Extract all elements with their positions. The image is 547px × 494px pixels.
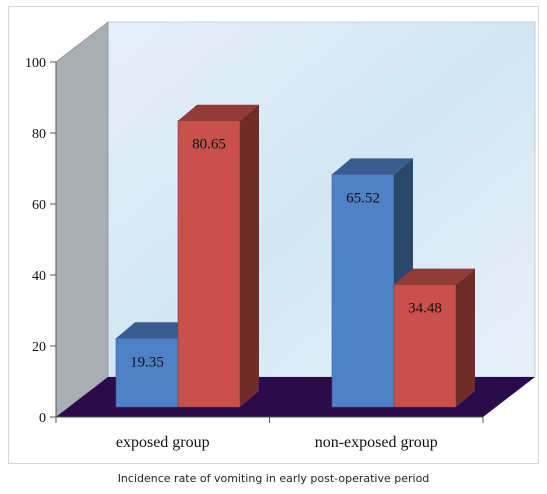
y-tick-label: 20 [32, 340, 46, 355]
bar [115, 338, 179, 408]
bar [177, 120, 241, 408]
x-tick-label: non-exposed group [315, 434, 438, 451]
bar-top [116, 322, 197, 339]
y-tick-label: 100 [25, 56, 46, 71]
bar-top [332, 158, 413, 175]
side-wall [55, 21, 109, 418]
bar [393, 284, 457, 408]
y-tick-label: 0 [39, 411, 46, 426]
bar-side [240, 104, 259, 407]
data-label: 80.65 [192, 137, 226, 153]
bar-side [456, 268, 475, 407]
data-label: 34.48 [408, 301, 442, 317]
bar [331, 174, 395, 408]
x-tick-label: exposed group [116, 434, 210, 451]
y-tick-label: 60 [32, 198, 46, 213]
data-label: 19.35 [130, 354, 164, 370]
bar-chart: 0 20 40 60 80 100 exposed group non-exposed gro… [25, 21, 536, 451]
data-label: 65.52 [346, 190, 380, 206]
bar-top [178, 104, 259, 121]
bar-top [394, 268, 475, 285]
y-tick-label: 80 [32, 127, 46, 142]
chart-caption: Incidence rate of vomiting in early post… [117, 472, 430, 485]
y-tick-label: 40 [32, 269, 46, 284]
